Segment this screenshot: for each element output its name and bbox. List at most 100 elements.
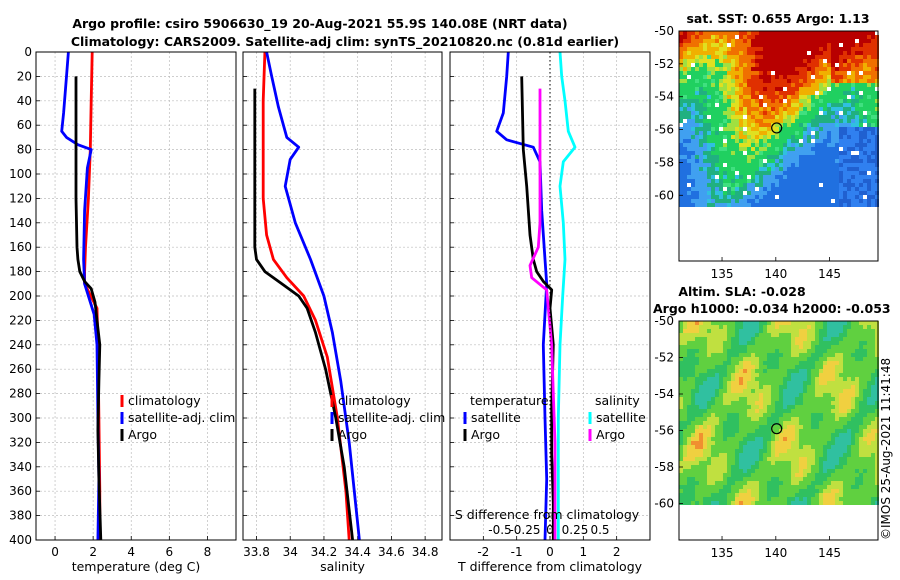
y-tick-label: 220 — [9, 313, 32, 327]
heatmap-cell — [775, 47, 779, 51]
heatmap-cell — [735, 195, 739, 199]
heatmap-cell — [827, 333, 831, 337]
heatmap-cell — [751, 103, 755, 107]
heatmap-cell — [843, 385, 847, 389]
heatmap-cell — [719, 199, 723, 203]
heatmap-cell — [843, 167, 847, 171]
heatmap-cell — [835, 103, 839, 107]
heatmap-cell — [699, 437, 703, 441]
heatmap-cell — [679, 107, 683, 111]
heatmap-cell — [799, 31, 803, 35]
heatmap-cell — [687, 361, 691, 365]
heatmap-cell — [751, 341, 755, 345]
heatmap-cell — [871, 349, 875, 353]
heatmap-cell — [775, 397, 779, 401]
heatmap-cell — [835, 187, 839, 191]
heatmap-cell — [739, 441, 743, 445]
heatmap-cell — [711, 465, 715, 469]
heatmap-cell — [795, 71, 799, 75]
heatmap-cell — [867, 417, 871, 421]
heatmap-cell — [715, 457, 719, 461]
heatmap-cell — [783, 111, 787, 115]
heatmap-cell — [763, 501, 767, 505]
heatmap-cell — [819, 493, 823, 497]
heatmap-cell — [779, 473, 783, 477]
heatmap-cell — [827, 191, 831, 195]
heatmap-cell — [827, 203, 831, 207]
heatmap-cell — [867, 179, 871, 183]
heatmap-cell — [831, 501, 835, 505]
heatmap-cell — [775, 135, 779, 139]
heatmap-cell — [827, 385, 831, 389]
heatmap-cell — [771, 325, 775, 329]
heatmap-cell — [851, 203, 855, 207]
heatmap-cell — [751, 357, 755, 361]
heatmap-cell — [863, 381, 867, 385]
heatmap-cell — [743, 417, 747, 421]
heatmap-cell — [855, 83, 859, 87]
heatmap-cell — [807, 497, 811, 501]
heatmap-cell — [851, 469, 855, 473]
heatmap-cell — [847, 171, 851, 175]
heatmap-cell — [871, 175, 875, 179]
heatmap-cell — [719, 393, 723, 397]
heatmap-cell — [711, 493, 715, 497]
heatmap-cell — [843, 59, 847, 63]
heatmap-cell — [847, 67, 851, 71]
heatmap-cell — [727, 35, 731, 39]
heatmap-cell — [679, 389, 683, 393]
heatmap-cell — [827, 123, 831, 127]
heatmap-cell — [831, 147, 835, 151]
heatmap-cell — [771, 163, 775, 167]
heatmap-cell — [763, 409, 767, 413]
heatmap-cell — [803, 199, 807, 203]
heatmap-cell — [683, 453, 687, 457]
argo-location-marker — [771, 122, 783, 134]
heatmap-cell — [851, 155, 855, 159]
heatmap-cell — [855, 75, 859, 79]
heatmap-cell — [795, 417, 799, 421]
heatmap-cell — [735, 353, 739, 357]
heatmap-cell — [699, 421, 703, 425]
heatmap-cell — [703, 103, 707, 107]
heatmap-cell — [875, 47, 879, 51]
heatmap-cell — [751, 449, 755, 453]
heatmap-cell — [819, 187, 823, 191]
heatmap-cell — [803, 465, 807, 469]
heatmap-cell — [875, 493, 879, 497]
heatmap-cell — [727, 171, 731, 175]
heatmap-cell — [775, 91, 779, 95]
heatmap-cell — [807, 35, 811, 39]
heatmap-cell — [783, 441, 787, 445]
heatmap-cell — [779, 377, 783, 381]
heatmap-cell — [715, 111, 719, 115]
heatmap-cell — [771, 377, 775, 381]
heatmap-cell — [767, 51, 771, 55]
heatmap-cell — [819, 469, 823, 473]
heatmap-cell — [751, 87, 755, 91]
heatmap-cell — [763, 55, 767, 59]
heatmap-cell — [739, 67, 743, 71]
heatmap-cell — [695, 59, 699, 63]
heatmap-cell — [711, 31, 715, 35]
heatmap-cell — [791, 481, 795, 485]
heatmap-cell — [779, 493, 783, 497]
heatmap-cell — [727, 321, 731, 325]
heatmap-cell — [771, 71, 775, 75]
heatmap-cell — [767, 195, 771, 199]
heatmap-cell — [695, 159, 699, 163]
heatmap-cell — [795, 453, 799, 457]
heatmap-cell — [767, 341, 771, 345]
heatmap-cell — [703, 147, 707, 151]
heatmap-cell — [791, 139, 795, 143]
heatmap-cell — [863, 445, 867, 449]
heatmap-cell — [807, 175, 811, 179]
heatmap-cell — [831, 83, 835, 87]
heatmap-cell — [715, 139, 719, 143]
heatmap-cell — [711, 71, 715, 75]
heatmap-cell — [699, 385, 703, 389]
heatmap-cell — [831, 469, 835, 473]
heatmap-cell — [843, 67, 847, 71]
legend-heading-temperature: temperature — [470, 393, 549, 408]
heatmap-cell — [827, 47, 831, 51]
